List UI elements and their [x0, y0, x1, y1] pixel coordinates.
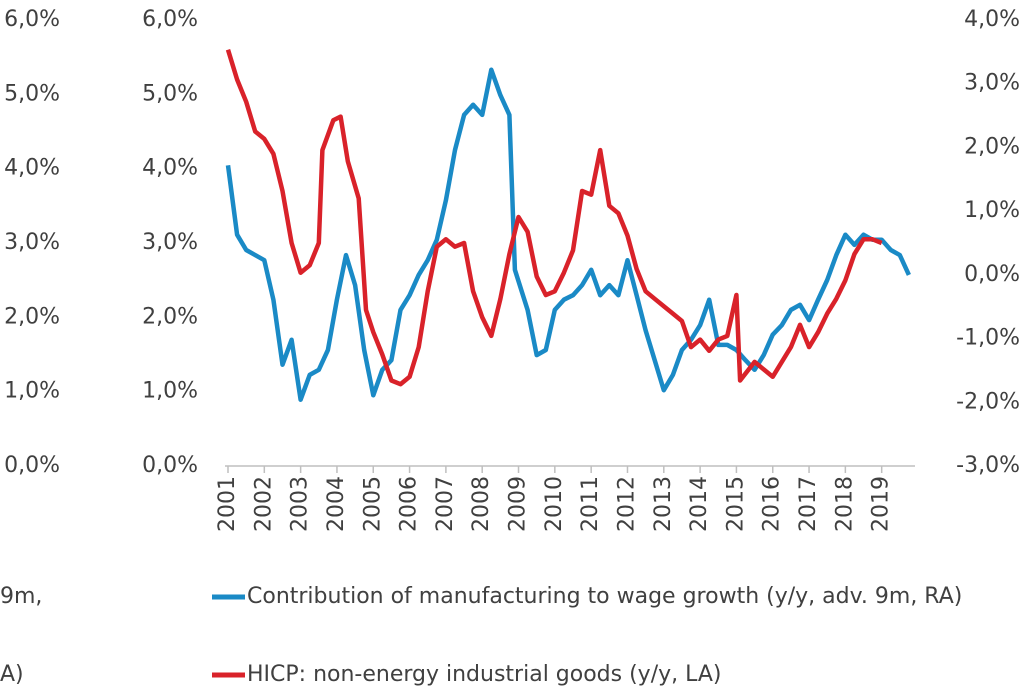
y-tick-label: 5,0% [142, 81, 198, 106]
y-tick-label: 0,0% [4, 453, 60, 478]
x-tick-label: 2016 [760, 476, 785, 532]
y-tick-label: 6,0% [142, 7, 198, 32]
x-tick-label: 2015 [723, 476, 748, 532]
x-tick-label: 2003 [288, 476, 313, 532]
x-tick-label: 2006 [397, 476, 422, 532]
y-tick-label: 3,0% [4, 230, 60, 255]
x-tick-label: 2005 [360, 476, 385, 532]
y2-tick-label: -1,0% [956, 326, 1020, 351]
series-line [225, 49, 883, 387]
x-tick-label: 2009 [506, 476, 531, 532]
x-tick-label: 2007 [433, 476, 458, 532]
x-tick-label: 2008 [469, 476, 494, 532]
y-tick-label: 1,0% [4, 379, 60, 404]
x-tick-label: 2002 [251, 476, 276, 532]
x-tick-label: 2001 [215, 476, 240, 532]
y-tick-label: 2,0% [142, 304, 198, 329]
y2-tick-label: -2,0% [956, 389, 1020, 414]
y2-tick-label: -3,0% [956, 453, 1020, 478]
x-tick-label: 2012 [614, 476, 639, 532]
y2-tick-label: 2,0% [964, 134, 1020, 159]
y2-tick-label: 3,0% [964, 71, 1020, 96]
x-tick-label: 2014 [687, 476, 712, 532]
y2-tick-label: 4,0% [964, 7, 1020, 32]
y-tick-label: 6,0% [4, 7, 60, 32]
x-tick-label: 2010 [542, 476, 567, 532]
y2-tick-label: 0,0% [964, 262, 1020, 287]
x-tick-label: 2013 [651, 476, 676, 532]
clipped-legend-text: A) [0, 662, 24, 687]
y-tick-label: 4,0% [4, 156, 60, 181]
clipped-legend-text: 9m, [0, 584, 42, 609]
y-tick-label: 3,0% [142, 230, 198, 255]
y2-tick-label: 1,0% [964, 198, 1020, 223]
y-tick-label: 1,0% [142, 379, 198, 404]
legend-text: Contribution of manufacturing to wage gr… [247, 584, 963, 609]
series-line [225, 67, 911, 402]
y-tick-label: 2,0% [4, 304, 60, 329]
x-tick-label: 2004 [324, 476, 349, 532]
y-tick-label: 4,0% [142, 156, 198, 181]
x-tick-label: 2019 [869, 476, 894, 532]
x-tick-label: 2017 [796, 476, 821, 532]
y-tick-label: 0,0% [142, 453, 198, 478]
x-tick-label: 2018 [832, 476, 857, 532]
legend-text: HICP: non-energy industrial goods (y/y, … [247, 662, 722, 687]
y-tick-label: 5,0% [4, 81, 60, 106]
x-tick-label: 2011 [578, 476, 603, 532]
